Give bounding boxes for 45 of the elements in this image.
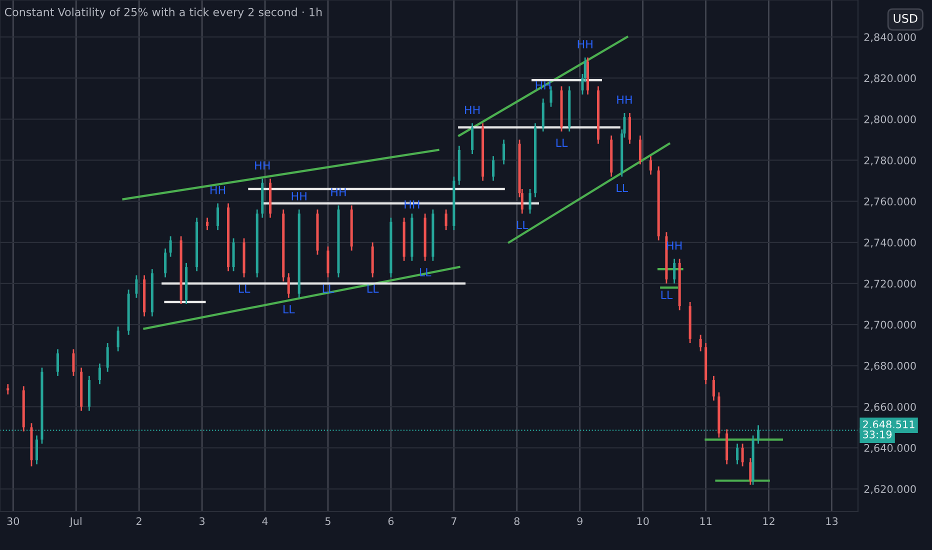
annotation: HH xyxy=(292,192,306,200)
x-tick-label: 8 xyxy=(514,517,520,526)
y-tick-label: 2,680.000 xyxy=(864,362,916,371)
annotation: LL xyxy=(556,138,568,147)
y-tick-label: 2,820.000 xyxy=(864,74,916,84)
x-tick-label: 7 xyxy=(451,517,456,525)
text: 33:19 xyxy=(863,430,892,438)
x-tick-label: 12 xyxy=(763,517,774,525)
y-tick-label: 2,840.000 xyxy=(864,33,916,42)
x-tick-label: 9 xyxy=(577,517,582,526)
x-tick-label: 4 xyxy=(262,517,268,525)
y-tick-label: 2,660.000 xyxy=(864,402,916,412)
annotation: HH xyxy=(331,188,346,196)
x-tick-label: 6 xyxy=(388,517,394,526)
annotation: HH xyxy=(210,186,226,194)
annotation: HH xyxy=(255,161,270,170)
annotation: LL xyxy=(322,284,334,293)
annotation: HH xyxy=(578,40,592,48)
y-tick-label: 2,640.000 xyxy=(864,444,916,453)
y-tick-label: 2,760.000 xyxy=(864,198,916,206)
annotation: HH xyxy=(465,106,480,114)
y-tick-label: 2,740.000 xyxy=(864,238,916,248)
x-tick-label: 5 xyxy=(325,517,330,526)
ref-line-label: 2,648.511 xyxy=(863,420,914,430)
annotation: LL xyxy=(616,184,628,192)
text: Constant Volatility of 25% with a tick every 2 second · 1h xyxy=(4,8,322,18)
annotation: HH xyxy=(617,96,632,104)
x-tick-label: 11 xyxy=(700,517,712,525)
annotation: LL xyxy=(367,284,379,293)
x-tick-label: 30 xyxy=(7,517,20,526)
x-tick-label: 2 xyxy=(136,517,142,525)
y-axis-title: USD xyxy=(894,14,918,23)
x-tick-label: 3 xyxy=(200,517,205,526)
annotation: LL xyxy=(661,290,673,299)
x-tick-label: 10 xyxy=(637,517,649,526)
y-tick-label: 2,700.000 xyxy=(864,320,916,330)
x-tick-label: Jul xyxy=(69,517,82,528)
annotation: LL xyxy=(284,305,295,314)
y-tick-label: 2,620.000 xyxy=(864,485,916,494)
y-tick-label: 2,800.000 xyxy=(864,115,916,124)
y-tick-label: 2,720.000 xyxy=(864,280,916,289)
annotation: LL xyxy=(238,284,250,293)
y-tick-label: 2,780.000 xyxy=(864,156,916,166)
x-tick-label: 13 xyxy=(826,517,838,526)
annotation: LL xyxy=(517,220,528,230)
